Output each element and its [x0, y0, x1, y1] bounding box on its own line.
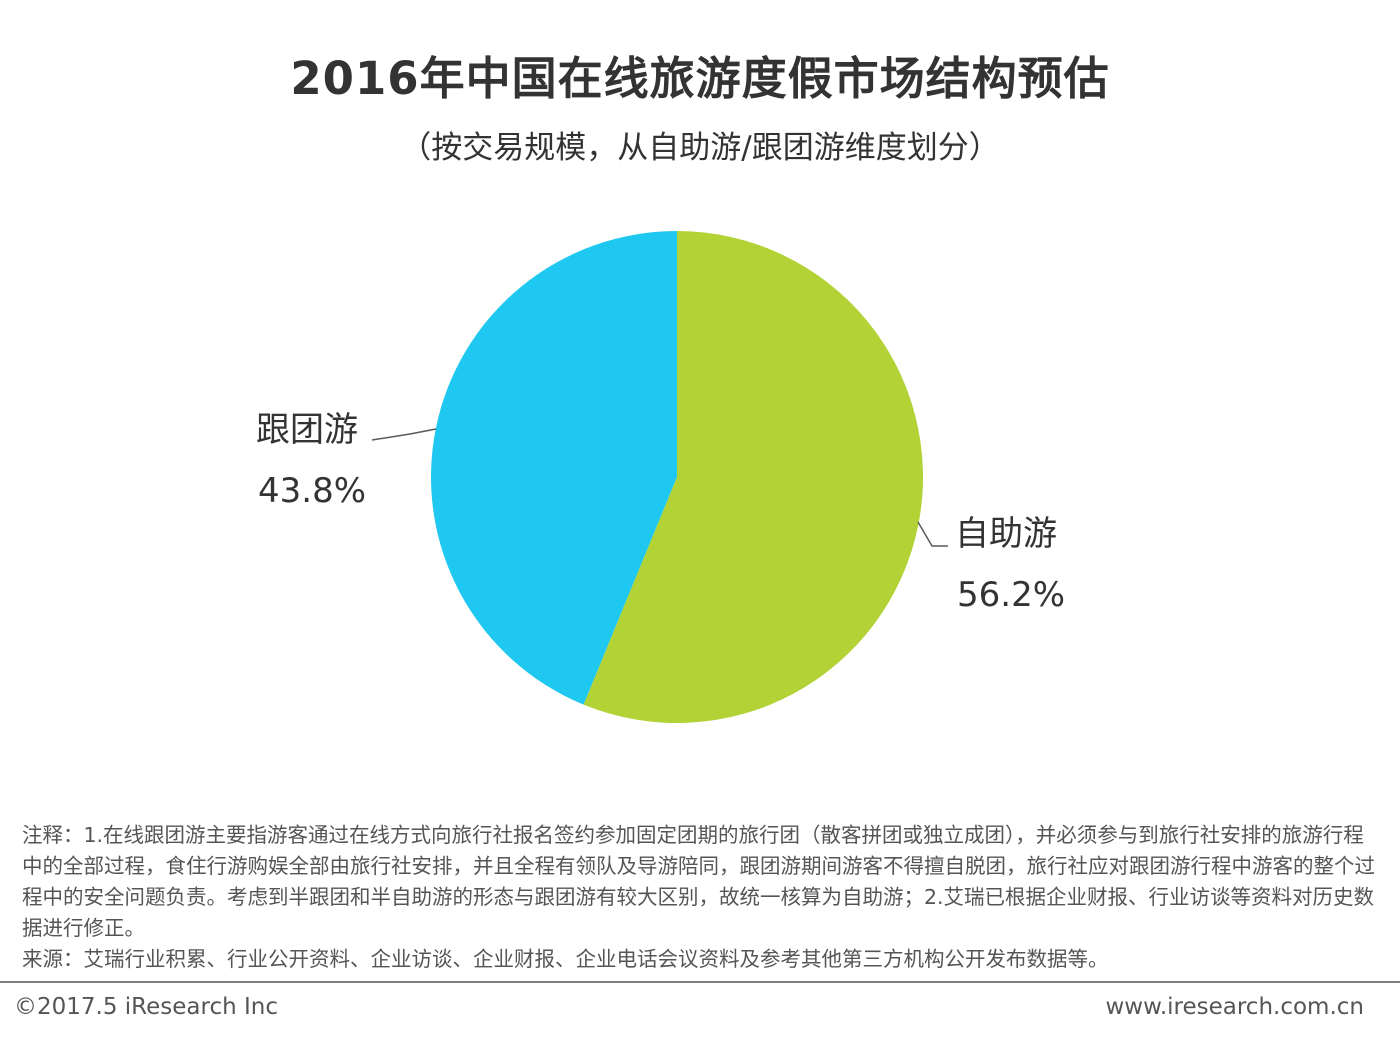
source-text: 来源：艾瑞行业积累、行业公开资料、企业访谈、企业财报、企业电话会议资料及参考其他…	[22, 947, 1109, 971]
pie-slice-group-tour	[431, 231, 677, 705]
copyright-text: ©2017.5 iResearch Inc	[14, 994, 278, 1020]
leader-line	[371, 428, 437, 441]
website-link[interactable]: www.iresearch.com.cn	[1105, 994, 1365, 1020]
chart-subtitle: （按交易规模，从自助游/跟团游维度划分）	[400, 130, 1000, 166]
leader-line	[917, 521, 948, 547]
chart-title: 2016年中国在线旅游度假市场结构预估	[290, 52, 1110, 105]
slice-label: 自助游	[955, 514, 1057, 554]
notes-section: 注释：1.在线跟团游主要指游客通过在线方式向旅行社报名签约参加固定团期的旅行团（…	[22, 820, 1378, 975]
slice-value-label: 56.2%	[957, 575, 1065, 615]
slice-label: 跟团游	[256, 410, 358, 450]
note-text: 注释：1.在线跟团游主要指游客通过在线方式向旅行社报名签约参加固定团期的旅行团（…	[22, 823, 1375, 940]
pie-slice-self-guided	[583, 231, 924, 723]
footer-divider	[0, 981, 1400, 983]
slice-value-label: 43.8%	[258, 471, 366, 511]
